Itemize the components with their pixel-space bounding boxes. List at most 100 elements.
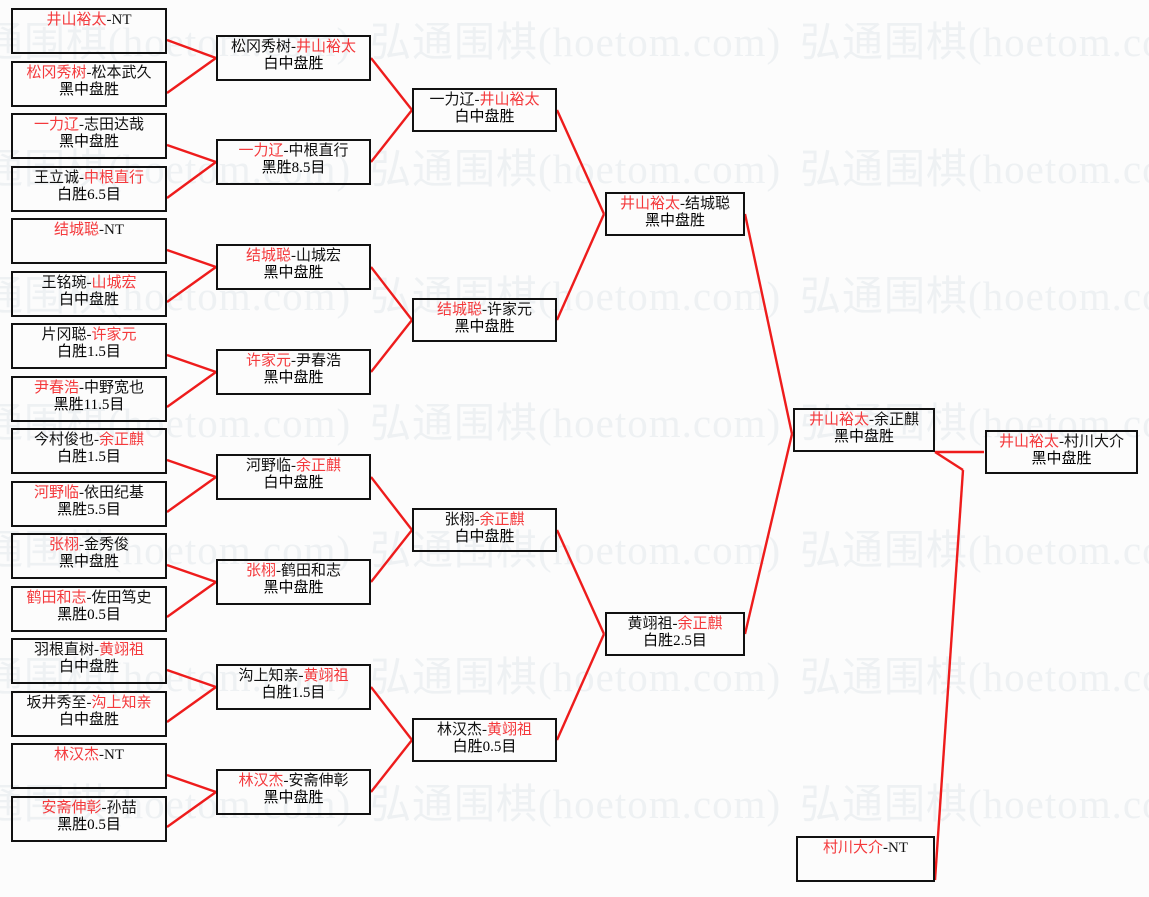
match-box-r6m1[interactable]: 井山裕太-村川大介 黑中盘胜 — [985, 430, 1138, 474]
match-pair: 松冈秀树-松本武久 — [26, 65, 152, 81]
match-result: 黑中盘胜 — [58, 553, 119, 570]
match-pair: 一力辽-志田达哉 — [33, 117, 145, 133]
match-pair: 井山裕太-村川大介 — [998, 434, 1125, 450]
match-pair: 今村俊也-余正麒 — [33, 432, 145, 448]
match-box-r1m3[interactable]: 一力辽-志田达哉 黑中盘胜 — [11, 113, 167, 159]
match-pair: 结城聪-NT — [53, 222, 124, 238]
match-box-r2m8[interactable]: 林汉杰-安斋伸彰 黑中盘胜 — [216, 769, 371, 815]
match-box-r5m2[interactable]: 村川大介-NT — [796, 836, 935, 882]
match-box-r2m6[interactable]: 张栩-鹤田和志 黑中盘胜 — [216, 559, 371, 605]
match-result: 黑胜0.5目 — [57, 816, 121, 833]
match-pair: 林汉杰-NT — [53, 747, 124, 763]
match-pair: 林汉杰-黄翊祖 — [436, 722, 533, 738]
match-pair: 张栩-余正麒 — [444, 512, 525, 528]
watermark-text: 弘通围棋(hoetom.com) — [800, 19, 1149, 65]
match-pair: 张栩-鹤田和志 — [245, 563, 342, 579]
match-result: 白中盘胜 — [454, 108, 515, 125]
match-box-r3m4[interactable]: 林汉杰-黄翊祖 白胜0.5目 — [412, 718, 557, 762]
watermark-text: 弘通围棋(hoetom.com) — [370, 19, 782, 65]
watermark-text: 弘通围棋(hoetom.com) — [800, 273, 1149, 319]
match-box-r2m4[interactable]: 许家元-尹春浩 黑中盘胜 — [216, 349, 371, 395]
match-result: 白胜1.5目 — [57, 343, 121, 360]
match-result: 白中盘胜 — [58, 711, 119, 728]
match-pair: 王立诚-中根直行 — [33, 170, 145, 186]
match-box-r4m1[interactable]: 井山裕太-结城聪 黑中盘胜 — [605, 192, 745, 236]
match-pair: 井山裕太-余正麒 — [808, 412, 920, 428]
watermark-text: 弘通围棋(hoetom.com) — [370, 146, 782, 192]
match-result: 黑胜0.5目 — [57, 606, 121, 623]
match-pair: 黄翊祖-余正麒 — [627, 616, 723, 632]
match-box-r1m14[interactable]: 坂井秀至-沟上知亲 白中盘胜 — [11, 691, 167, 737]
match-result: 黑中盘胜 — [263, 369, 324, 386]
match-pair: 坂井秀至-沟上知亲 — [26, 695, 152, 711]
match-result: 黑中盘胜 — [58, 133, 119, 150]
match-pair: 林汉杰-安斋伸彰 — [238, 773, 349, 789]
match-box-r1m12[interactable]: 鹤田和志-佐田笃史 黑胜0.5目 — [11, 586, 167, 632]
match-box-r1m6[interactable]: 王铭琬-山城宏 白中盘胜 — [11, 271, 167, 317]
match-pair: 鹤田和志-佐田笃史 — [26, 590, 152, 606]
match-result: 黑中盘胜 — [58, 81, 119, 98]
match-pair: 村川大介-NT — [822, 840, 908, 856]
match-box-r1m13[interactable]: 羽根直树-黄翊祖 白中盘胜 — [11, 638, 167, 684]
match-result: 黑胜8.5目 — [261, 159, 326, 176]
match-box-r3m3[interactable]: 张栩-余正麒 白中盘胜 — [412, 508, 557, 552]
match-result: 黑中盘胜 — [1031, 450, 1092, 467]
match-result: 白胜1.5目 — [261, 684, 326, 701]
match-result: 白中盘胜 — [454, 528, 515, 545]
match-pair: 河野临-余正麒 — [245, 458, 342, 474]
match-box-r2m3[interactable]: 结城聪-山城宏 黑中盘胜 — [216, 244, 371, 290]
watermark-text: 弘通围棋(hoetom.com) — [370, 781, 782, 827]
match-box-r2m2[interactable]: 一力辽-中根直行 黑胜8.5目 — [216, 139, 371, 185]
match-result: 黑中盘胜 — [644, 212, 705, 229]
match-result: 白中盘胜 — [263, 474, 324, 491]
match-box-r1m8[interactable]: 尹春浩-中野宽也 黑胜11.5目 — [11, 376, 167, 422]
match-box-r4m2[interactable]: 黄翊祖-余正麒 白胜2.5目 — [605, 612, 745, 656]
match-box-r1m9[interactable]: 今村俊也-余正麒 白胜1.5目 — [11, 428, 167, 474]
match-result: 白中盘胜 — [58, 658, 119, 675]
match-box-r1m2[interactable]: 松冈秀树-松本武久 黑中盘胜 — [11, 61, 167, 107]
watermark-text: 弘通围棋(hoetom.com) — [800, 781, 1149, 827]
match-box-r1m7[interactable]: 片冈聪-许家元 白胜1.5目 — [11, 323, 167, 369]
watermark-text: 弘通围棋(hoetom.com) — [370, 400, 782, 446]
match-pair: 王铭琬-山城宏 — [41, 275, 137, 291]
match-pair: 井山裕太-结城聪 — [619, 196, 731, 212]
match-pair: 结城聪-山城宏 — [245, 248, 342, 264]
match-pair: 沟上知亲-黄翊祖 — [238, 668, 349, 684]
match-box-r3m1[interactable]: 一力辽-井山裕太 白中盘胜 — [412, 88, 557, 132]
match-box-r1m15[interactable]: 林汉杰-NT — [11, 743, 167, 789]
match-pair: 张栩-金秀俊 — [48, 537, 130, 553]
match-result: 黑胜5.5目 — [57, 501, 121, 518]
match-box-r2m7[interactable]: 沟上知亲-黄翊祖 白胜1.5目 — [216, 664, 371, 710]
match-box-r1m11[interactable]: 张栩-金秀俊 黑中盘胜 — [11, 533, 167, 579]
match-box-r2m1[interactable]: 松冈秀树-井山裕太 白中盘胜 — [216, 35, 371, 81]
match-box-r1m10[interactable]: 河野临-依田纪基 黑胜5.5目 — [11, 481, 167, 527]
match-pair: 片冈聪-许家元 — [41, 327, 137, 343]
match-pair: 松冈秀树-井山裕太 — [230, 39, 357, 55]
match-result: 黑胜11.5目 — [53, 396, 125, 413]
match-result: 白中盘胜 — [263, 55, 324, 72]
match-box-r3m2[interactable]: 结城聪-许家元 黑中盘胜 — [412, 298, 557, 342]
match-pair: 羽根直树-黄翊祖 — [33, 642, 145, 658]
match-box-r5m1[interactable]: 井山裕太-余正麒 黑中盘胜 — [793, 408, 935, 452]
match-result: 黑中盘胜 — [263, 789, 324, 806]
match-pair: 尹春浩-中野宽也 — [33, 380, 145, 396]
match-box-r1m5[interactable]: 结城聪-NT — [11, 218, 167, 264]
match-pair: 一力辽-中根直行 — [238, 143, 349, 159]
match-pair: 井山裕太-NT — [46, 12, 132, 28]
match-result: 白胜6.5目 — [57, 186, 121, 203]
match-result: 白胜0.5目 — [452, 738, 517, 755]
match-result: 白胜1.5目 — [57, 448, 121, 465]
watermark-text: 弘通围棋(hoetom.com) — [800, 527, 1149, 573]
match-result: 黑中盘胜 — [454, 318, 515, 335]
match-result: 黑中盘胜 — [263, 579, 324, 596]
match-box-r2m5[interactable]: 河野临-余正麒 白中盘胜 — [216, 454, 371, 500]
match-result: 黑中盘胜 — [833, 428, 894, 445]
match-box-r1m16[interactable]: 安斋伸彰-孙喆 黑胜0.5目 — [11, 796, 167, 842]
match-box-r1m4[interactable]: 王立诚-中根直行 白胜6.5目 — [11, 166, 167, 212]
match-box-r1m1[interactable]: 井山裕太-NT — [11, 8, 167, 54]
match-result: 黑中盘胜 — [263, 264, 324, 281]
match-pair: 一力辽-井山裕太 — [429, 92, 540, 108]
